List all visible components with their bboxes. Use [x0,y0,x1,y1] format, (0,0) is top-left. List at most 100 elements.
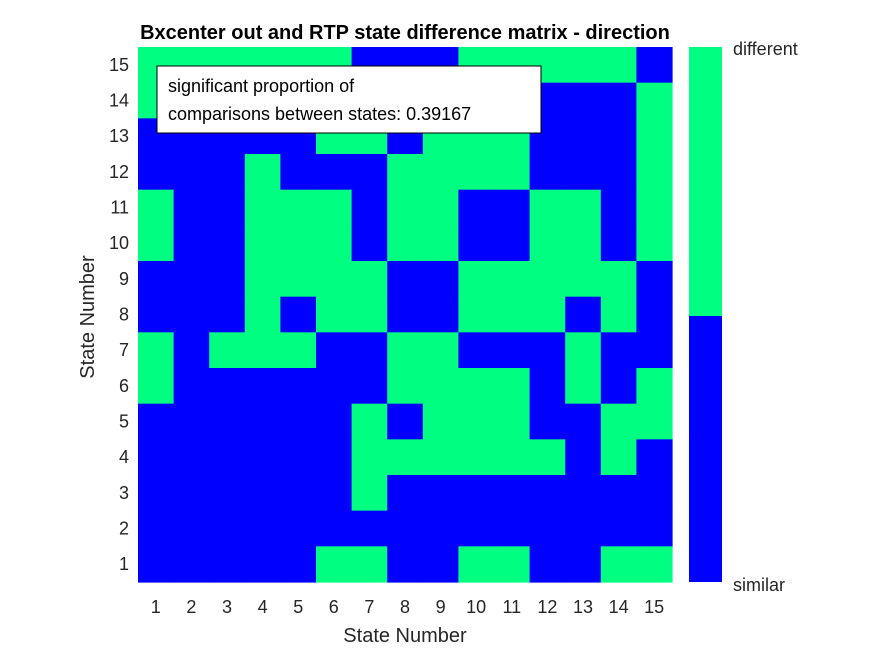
heatmap-cell [422,261,459,298]
x-tick-label: 6 [329,597,339,617]
heatmap-cell [173,403,210,440]
heatmap-cell [280,368,317,405]
heatmap-cell [600,118,637,155]
heatmap-cell [244,546,281,583]
heatmap-cell [636,296,673,333]
y-tick-label: 2 [119,519,129,539]
x-tick-label: 4 [258,597,268,617]
heatmap-cell [565,475,602,512]
heatmap-cell [422,475,459,512]
heatmap-cell [565,439,602,476]
heatmap-cell [244,510,281,547]
heatmap-cell [173,439,210,476]
heatmap-cell [138,403,175,440]
heatmap-cell [600,368,637,405]
heatmap-cell [138,225,175,262]
heatmap-cell [280,510,317,547]
heatmap-cell [316,296,353,333]
heatmap-cell [422,439,459,476]
heatmap-cell [565,332,602,369]
x-tick-label: 3 [222,597,232,617]
heatmap-cell [351,189,388,226]
heatmap-cell [138,332,175,369]
heatmap-cell [280,154,317,191]
y-tick-label: 5 [119,412,129,432]
x-axis-label: State Number [343,625,467,647]
x-tick-label: 13 [573,597,593,617]
heatmap-cell [458,510,495,547]
heatmap-cell [600,403,637,440]
heatmap-cell [387,475,424,512]
heatmap-cell [529,332,566,369]
heatmap-cell [209,439,246,476]
heatmap-cell [529,189,566,226]
x-tick-label: 1 [151,597,161,617]
heatmap-cell [209,261,246,298]
heatmap-cell [565,296,602,333]
heatmap-cell [351,475,388,512]
heatmap-cell [565,225,602,262]
heatmap-cell [387,439,424,476]
heatmap-cell [458,403,495,440]
x-tick-label: 7 [364,597,374,617]
heatmap-cell [565,154,602,191]
heatmap-cell [422,154,459,191]
heatmap-cell [636,332,673,369]
heatmap-cell [244,475,281,512]
y-tick-label: 8 [119,305,129,325]
heatmap-cell [209,225,246,262]
heatmap-cell [529,261,566,298]
y-tick-label: 4 [119,447,129,467]
heatmap-cell [529,154,566,191]
y-tick-label: 14 [109,91,129,111]
heatmap-cell [422,368,459,405]
heatmap-cell [600,82,637,119]
heatmap-cell [458,332,495,369]
heatmap-cell [173,296,210,333]
heatmap-cell [280,475,317,512]
heatmap-cell [351,546,388,583]
y-tick-label: 11 [110,198,129,218]
x-tick-label: 5 [293,597,303,617]
heatmap-cell [458,261,495,298]
heatmap-cell [209,332,246,369]
heatmap-cell [494,403,531,440]
heatmap-cell [458,225,495,262]
colorbar-label-different: different [733,39,798,59]
heatmap-cell [600,47,637,84]
heatmap-cell [422,189,459,226]
heatmap-cell [458,475,495,512]
heatmap-cell [316,439,353,476]
heatmap-cell [280,261,317,298]
heatmap-cell [244,368,281,405]
heatmap-cell [565,118,602,155]
heatmap-cell [529,225,566,262]
heatmap-cell [387,403,424,440]
heatmap-cell [280,225,317,262]
annotation-line-1: significant proportion of [168,76,355,96]
heatmap-cell [209,403,246,440]
heatmap-cell [351,439,388,476]
heatmap-cell [387,510,424,547]
heatmap-cell [351,261,388,298]
heatmap-cell [316,154,353,191]
heatmap-cell [529,510,566,547]
heatmap-cell [565,403,602,440]
heatmap-cell [565,189,602,226]
heatmap-cell [494,189,531,226]
y-tick-label: 1 [119,554,129,574]
heatmap-cell [209,546,246,583]
heatmap-cell [173,225,210,262]
heatmap-cell [280,403,317,440]
y-tick-label: 9 [119,269,129,289]
heatmap-cell [494,332,531,369]
y-tick-label: 12 [109,162,129,182]
heatmap-cell [565,82,602,119]
heatmap-cell [458,189,495,226]
heatmap-cell [494,368,531,405]
heatmap-cell [494,261,531,298]
heatmap-cell [138,368,175,405]
heatmap-cell [209,154,246,191]
heatmap-cell [600,296,637,333]
